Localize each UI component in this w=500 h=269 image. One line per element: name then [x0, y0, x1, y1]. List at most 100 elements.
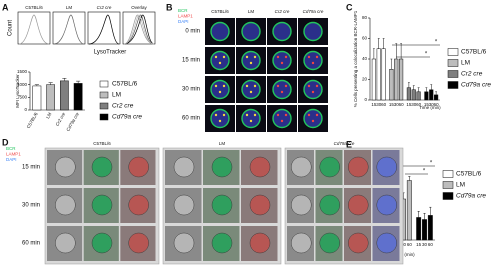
- lysosome: [253, 113, 257, 117]
- error-bar: [390, 58, 393, 70]
- group-header: LM: [219, 141, 226, 146]
- error-bar: [423, 213, 426, 220]
- legend-label: Cd79a cre: [456, 193, 486, 200]
- cell: [173, 194, 195, 216]
- cell: [272, 50, 292, 71]
- cell: [173, 156, 195, 178]
- bar: [32, 85, 42, 111]
- cell: [249, 194, 271, 216]
- cell: [249, 156, 271, 178]
- histogram-frame: [17, 11, 51, 45]
- legend-label: C57BL/6: [112, 81, 138, 88]
- cell: [272, 21, 292, 42]
- lysosome: [311, 119, 315, 123]
- error-bar: [425, 87, 428, 92]
- lysosome: [214, 55, 218, 59]
- panel-label: A: [2, 2, 9, 12]
- legend-swatch: [447, 48, 459, 56]
- x-tick-label: 30: [429, 102, 435, 107]
- cell: [303, 21, 323, 42]
- bar: [394, 58, 399, 101]
- error-bar: [372, 48, 375, 59]
- legend-swatch: [442, 181, 454, 189]
- x-tick-label: 30: [411, 102, 417, 107]
- y-tick-label: 20: [362, 77, 368, 82]
- cell: [91, 156, 113, 178]
- error-bar: [62, 78, 67, 81]
- error-bar: [417, 211, 420, 218]
- lysosome: [245, 84, 249, 88]
- x-tick-label: 15: [371, 102, 377, 107]
- lysosome: [280, 90, 284, 94]
- lysosome: [245, 113, 249, 117]
- column-header: Cd79a cre: [303, 9, 324, 14]
- group-header: C57BL/6: [93, 141, 111, 146]
- cell: [55, 194, 76, 216]
- row-label: 15 min: [22, 165, 40, 171]
- cell: [210, 108, 230, 129]
- cell: [210, 79, 230, 100]
- lysosome: [222, 84, 226, 88]
- significance-mark: *: [425, 52, 428, 58]
- cell: [241, 108, 261, 129]
- error-bar: [48, 82, 53, 85]
- bar: [399, 58, 404, 101]
- lysosome: [218, 90, 222, 94]
- cell: [210, 21, 230, 42]
- legend-label: Cd79a cre: [461, 82, 491, 89]
- x-tick-label: 60: [416, 102, 422, 107]
- legend-swatch: [447, 70, 459, 78]
- cell: [249, 232, 271, 254]
- cell: [211, 232, 233, 254]
- lysosome: [311, 90, 315, 94]
- error-bar: [76, 80, 81, 84]
- panel-label: C: [346, 2, 353, 12]
- cell: [376, 194, 397, 216]
- cell: [376, 232, 397, 254]
- x-tick-label: Cd79a cre: [65, 111, 80, 132]
- error-bar: [429, 206, 432, 216]
- cell: [173, 232, 195, 254]
- error-bar: [400, 43, 403, 59]
- legend-label: BCR: [178, 8, 188, 13]
- cell: [91, 232, 113, 254]
- cell: [211, 156, 233, 178]
- lysosome: [307, 113, 311, 117]
- legend-label: DAPI: [178, 19, 189, 24]
- cell: [303, 50, 323, 71]
- row-label: 30 min: [22, 203, 40, 209]
- bar: [424, 91, 429, 101]
- x-tick-label: C57BL/6: [26, 111, 39, 129]
- panel-label: E: [346, 139, 352, 149]
- x-tick-label: 15: [389, 102, 395, 107]
- lysosome: [222, 113, 226, 117]
- lysosome: [249, 61, 253, 65]
- x-tick-label: 30: [401, 242, 407, 247]
- x-tick-label: 60: [428, 242, 434, 247]
- cell: [55, 232, 76, 254]
- panel-label: B: [166, 2, 173, 12]
- bar: [406, 87, 411, 101]
- row-label: 0 min: [185, 29, 200, 35]
- row-label: 30 min: [182, 87, 200, 93]
- cell: [128, 232, 149, 254]
- lysosome: [307, 55, 311, 59]
- y-axis-label: MFI LysoTracker: [15, 74, 20, 108]
- column-header: C57BL/6: [211, 9, 229, 14]
- cell: [211, 194, 233, 216]
- bar: [434, 94, 439, 101]
- x-tick-label: 30: [394, 102, 400, 107]
- bar: [427, 215, 433, 241]
- panel-label: D: [2, 137, 9, 147]
- bar: [381, 48, 386, 101]
- legend-swatch: [442, 192, 454, 200]
- lysosome: [249, 90, 253, 94]
- error-bar: [435, 91, 438, 95]
- histogram-title: Cr2 cre: [97, 5, 112, 10]
- lysosome: [253, 55, 257, 59]
- histogram-curve: [123, 14, 155, 45]
- x-axis-label: Time (min): [419, 105, 441, 110]
- error-bar: [412, 85, 415, 90]
- legend-swatch: [99, 113, 109, 121]
